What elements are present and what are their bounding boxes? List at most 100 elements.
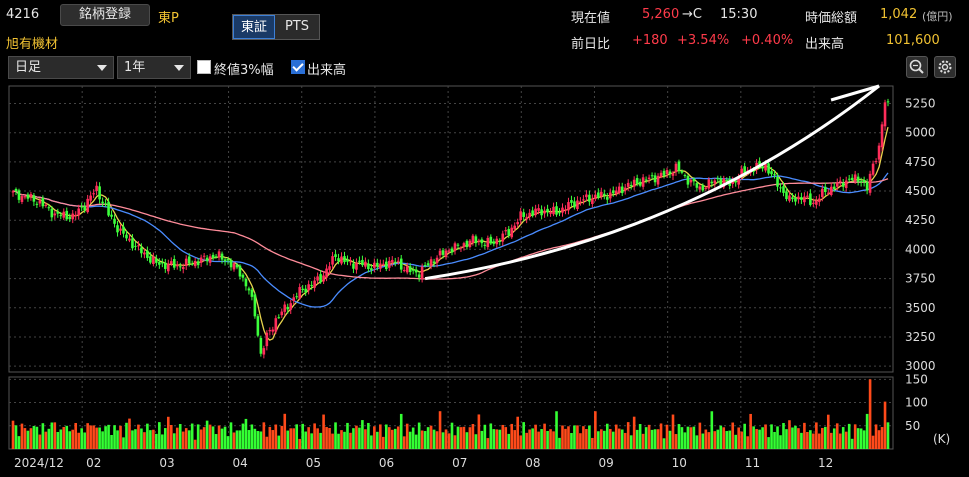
candle [59, 215, 63, 217]
volume-bar [355, 425, 358, 449]
volume-bar [62, 426, 66, 449]
volume-bar [722, 427, 726, 449]
volume-bar [883, 401, 887, 449]
volume-bar [474, 434, 478, 449]
volume-bar [725, 431, 729, 449]
volume-bar [728, 430, 732, 449]
candle [355, 262, 358, 270]
candle [477, 240, 481, 242]
volume-bar [262, 422, 266, 449]
volume-bar [713, 431, 717, 449]
candle [668, 171, 672, 174]
candle [20, 196, 24, 202]
volume-bar [597, 431, 600, 449]
candle [319, 274, 322, 283]
candle [199, 257, 203, 263]
volume-bar [719, 425, 723, 449]
candle [184, 258, 188, 266]
register-button[interactable]: 銘柄登録 [60, 4, 150, 26]
candle [95, 185, 98, 192]
candle [728, 178, 732, 186]
change-label: 前日比 [571, 37, 611, 52]
candle [56, 211, 60, 214]
candle [334, 254, 337, 258]
candle [125, 234, 128, 239]
volume-bar [707, 432, 711, 449]
volume-bar [752, 426, 755, 449]
volume-bar [110, 434, 113, 449]
volume-bar [226, 436, 230, 449]
candle [346, 259, 349, 262]
candle [202, 255, 206, 257]
volume-bar [244, 418, 248, 449]
change-abs: +180 [632, 33, 668, 48]
volume-bar [773, 431, 776, 449]
volume-bar [552, 431, 555, 449]
volume-checkbox[interactable] [291, 60, 305, 74]
current-suffix: →C [682, 7, 702, 22]
candle [865, 182, 869, 191]
volume-bar [143, 432, 146, 449]
volume-bar [328, 428, 331, 449]
candle [522, 212, 525, 217]
candle [829, 186, 833, 195]
candle [367, 263, 370, 270]
volume-bar [373, 426, 376, 449]
closing-3pct-checkbox[interactable] [197, 60, 211, 74]
volume-bar [435, 431, 439, 449]
volume-bar [656, 429, 660, 449]
volume-bar [701, 433, 705, 449]
candle [205, 257, 209, 262]
candle [274, 318, 278, 332]
candle [38, 200, 42, 204]
tab-pts[interactable]: PTS [284, 19, 310, 34]
volume-bar [253, 428, 257, 449]
candle [794, 197, 797, 202]
price-tick-label: 5000 [905, 126, 936, 140]
volume-bar [677, 424, 681, 449]
volume-bar [874, 424, 878, 449]
candle [364, 261, 367, 267]
candle [259, 337, 263, 354]
candle [841, 182, 845, 187]
candle [623, 187, 627, 191]
candle [169, 261, 173, 265]
volume-bar [743, 423, 746, 449]
tab-tosho[interactable]: 東証 [233, 15, 275, 39]
candle [752, 170, 755, 172]
volume-check-label: 出来高 [307, 63, 347, 78]
candle [713, 180, 717, 184]
candle [803, 196, 806, 203]
candle [414, 269, 418, 273]
candle [98, 186, 101, 200]
price-tick-label: 3250 [905, 330, 936, 344]
candle [44, 204, 48, 206]
gear-icon[interactable] [934, 56, 956, 78]
range-select[interactable]: 1年 [117, 56, 191, 79]
candle [253, 294, 257, 317]
candle [438, 250, 442, 256]
volume-bar [104, 426, 107, 449]
time-tick-label: 2024/12 [14, 456, 64, 470]
candle [217, 251, 221, 258]
magnifier-icon[interactable] [906, 56, 928, 78]
candle [343, 256, 346, 263]
trend-arrow-head [830, 84, 880, 102]
candle [65, 210, 69, 220]
candle [459, 247, 463, 249]
period-select[interactable]: 日足 [8, 56, 114, 79]
price-tick-label: 3750 [905, 272, 936, 286]
volume-bar [480, 430, 484, 449]
volume-bar [823, 426, 827, 449]
volume-bar [319, 432, 322, 449]
volume-bar [546, 431, 549, 449]
candle [585, 194, 588, 198]
volume-bar [101, 431, 104, 449]
candle [874, 161, 878, 163]
volume-bar [788, 420, 791, 449]
candle [423, 265, 427, 267]
time-tick-label: 12 [818, 456, 833, 470]
candle [390, 259, 394, 263]
volume-pane [8, 376, 894, 450]
candle [701, 185, 705, 191]
